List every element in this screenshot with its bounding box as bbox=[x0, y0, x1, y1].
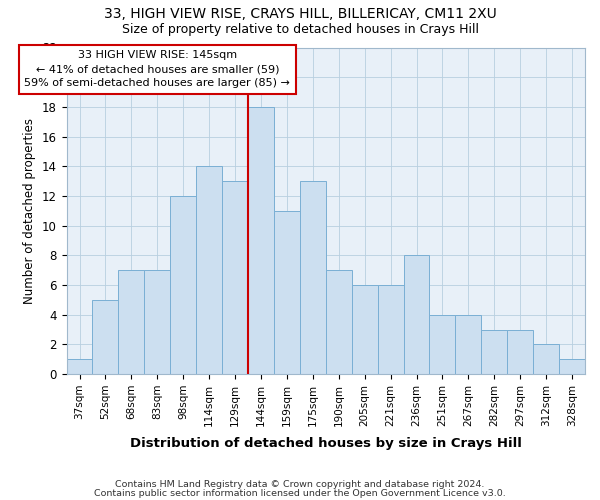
Bar bbox=[481, 330, 507, 374]
Bar bbox=[300, 181, 326, 374]
Bar bbox=[145, 270, 170, 374]
Bar bbox=[92, 300, 118, 374]
Bar bbox=[67, 359, 92, 374]
Bar bbox=[274, 211, 300, 374]
Bar bbox=[326, 270, 352, 374]
Bar bbox=[507, 330, 533, 374]
Text: Contains public sector information licensed under the Open Government Licence v3: Contains public sector information licen… bbox=[94, 488, 506, 498]
Bar bbox=[170, 196, 196, 374]
Bar bbox=[559, 359, 585, 374]
Text: 33, HIGH VIEW RISE, CRAYS HILL, BILLERICAY, CM11 2XU: 33, HIGH VIEW RISE, CRAYS HILL, BILLERIC… bbox=[104, 8, 496, 22]
Text: Size of property relative to detached houses in Crays Hill: Size of property relative to detached ho… bbox=[121, 22, 479, 36]
Bar bbox=[404, 256, 430, 374]
Bar bbox=[248, 107, 274, 374]
Text: Contains HM Land Registry data © Crown copyright and database right 2024.: Contains HM Land Registry data © Crown c… bbox=[115, 480, 485, 489]
Bar bbox=[352, 285, 377, 374]
Bar bbox=[430, 314, 455, 374]
Text: 33 HIGH VIEW RISE: 145sqm
← 41% of detached houses are smaller (59)
59% of semi-: 33 HIGH VIEW RISE: 145sqm ← 41% of detac… bbox=[25, 50, 290, 88]
Bar bbox=[377, 285, 404, 374]
X-axis label: Distribution of detached houses by size in Crays Hill: Distribution of detached houses by size … bbox=[130, 437, 522, 450]
Bar bbox=[455, 314, 481, 374]
Bar bbox=[196, 166, 222, 374]
Bar bbox=[222, 181, 248, 374]
Bar bbox=[118, 270, 145, 374]
Bar bbox=[533, 344, 559, 374]
Y-axis label: Number of detached properties: Number of detached properties bbox=[23, 118, 36, 304]
